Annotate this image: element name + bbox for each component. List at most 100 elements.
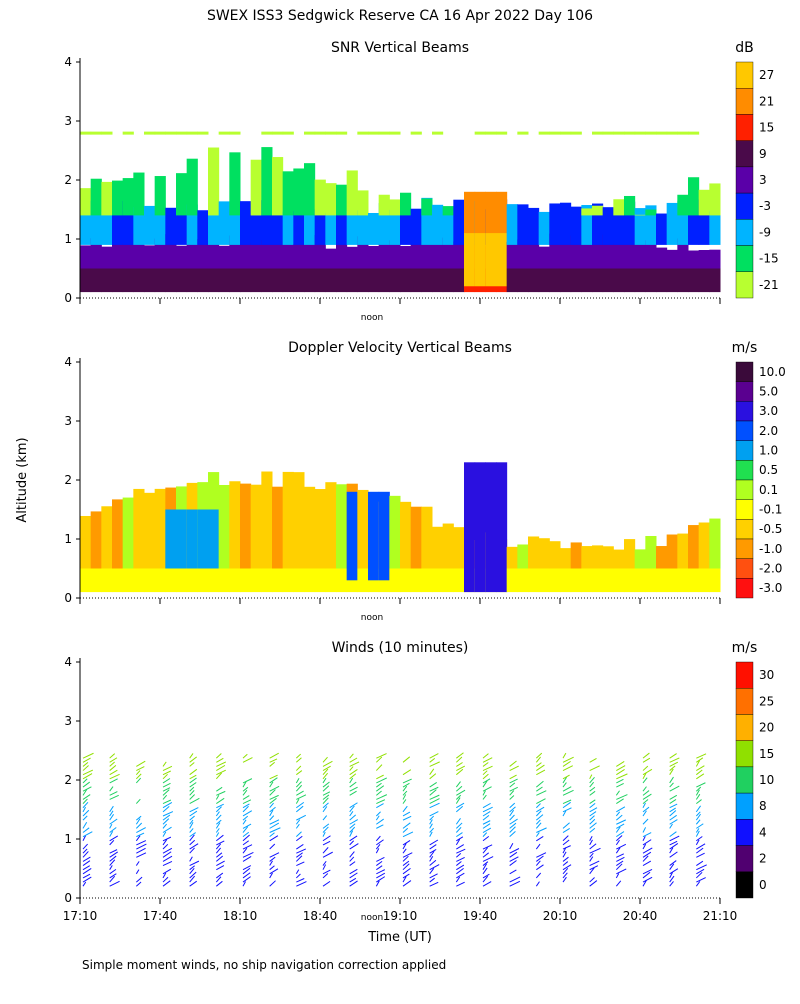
- wind-barb: [642, 843, 647, 850]
- wind-barb: [642, 799, 649, 804]
- wind-barb: [509, 822, 517, 829]
- wind-barb: [215, 811, 220, 817]
- wind-barb: [189, 807, 199, 813]
- wind-barb: [695, 760, 701, 767]
- wind-barb: [349, 811, 354, 817]
- colorbar-swatch: [735, 88, 754, 115]
- wind-barb: [695, 839, 700, 846]
- doppler-cell: [613, 568, 625, 593]
- wind-barb: [429, 867, 435, 875]
- y-tick-label: 4: [64, 355, 72, 369]
- doppler-cell: [624, 568, 636, 593]
- doppler-cell: [656, 568, 668, 593]
- wind-barb: [696, 868, 705, 875]
- wind-barb: [562, 774, 570, 780]
- wind-barb: [376, 860, 383, 866]
- wind-barb: [82, 801, 89, 809]
- snr-cell: [336, 199, 348, 245]
- wind-barb: [162, 770, 171, 776]
- colorbar-swatch: [735, 845, 754, 872]
- snr-cell: [389, 209, 401, 245]
- wind-barb: [375, 880, 380, 887]
- doppler-cell: [624, 539, 636, 569]
- snr-cell: [698, 250, 710, 269]
- snr-upper-layer: [474, 131, 486, 135]
- snr-upper-layer: [624, 131, 636, 135]
- colorbar-swatch: [735, 661, 754, 689]
- snr-cell: [208, 147, 220, 216]
- wind-barb: [482, 835, 490, 842]
- wind-barb: [509, 765, 519, 772]
- wind-barb: [642, 832, 652, 838]
- wind-barb: [695, 828, 700, 833]
- wind-barb: [296, 848, 307, 854]
- wind-barb: [535, 752, 543, 759]
- wind-barb: [322, 869, 331, 875]
- wind-barb: [349, 840, 355, 846]
- wind-barb: [429, 864, 440, 871]
- wind-barb: [589, 799, 596, 805]
- snr-cell: [453, 241, 465, 269]
- wind-barb: [562, 786, 572, 792]
- wind-barb: [429, 819, 433, 825]
- colorbar-swatch: [735, 192, 754, 220]
- colorbar-label: 30: [759, 668, 774, 682]
- wind-barb: [429, 881, 439, 887]
- doppler-updraft: [474, 462, 486, 593]
- snr-cell: [432, 204, 444, 245]
- wind-barb: [482, 867, 488, 875]
- footnote: Simple moment winds, no ship navigation …: [82, 958, 447, 972]
- doppler-cell: [613, 549, 625, 569]
- snr-upper-layer: [186, 131, 198, 135]
- wind-barb: [696, 799, 702, 804]
- doppler-cell: [602, 568, 614, 593]
- wind-barb: [82, 865, 91, 871]
- snr-cell: [282, 268, 294, 293]
- doppler-cell: [453, 527, 465, 569]
- snr-cell: [602, 207, 614, 245]
- wind-barb: [135, 881, 142, 887]
- wind-barb: [242, 865, 252, 871]
- snr-cell: [400, 214, 412, 245]
- snr-cell: [250, 215, 262, 245]
- wind-barb: [295, 823, 300, 829]
- wind-barb: [536, 764, 545, 771]
- wind-barb: [109, 873, 117, 879]
- wind-barb: [162, 782, 171, 788]
- wind-barb: [82, 786, 92, 792]
- snr-cell: [677, 200, 689, 245]
- snr-upper-layer: [80, 131, 92, 135]
- wind-barb: [109, 831, 114, 837]
- snr-cell: [197, 239, 209, 269]
- wind-barb: [376, 856, 385, 862]
- wind-barb: [295, 831, 302, 838]
- snr-cell: [624, 201, 636, 245]
- snr-cell: [282, 240, 294, 269]
- snr-cell: [304, 200, 316, 245]
- wind-barb: [322, 826, 329, 833]
- snr-cell: [378, 194, 390, 216]
- wind-barb: [509, 830, 516, 838]
- x-tick-label: 19:10: [383, 909, 418, 923]
- wind-barb: [589, 843, 597, 850]
- wind-barb: [269, 822, 280, 829]
- wind-barb: [349, 786, 358, 792]
- snr-cell: [293, 244, 305, 269]
- wind-barb: [562, 752, 567, 759]
- wind-barb: [669, 803, 678, 809]
- wind-barb: [109, 753, 116, 759]
- wind-barb: [375, 844, 381, 850]
- snr-cell: [197, 210, 209, 245]
- colorbar-label: 9: [759, 147, 767, 161]
- wind-barb: [402, 843, 407, 850]
- wind-barb: [695, 819, 701, 825]
- wind-barb: [269, 843, 276, 850]
- snr-cell: [346, 170, 358, 216]
- wind-barb: [482, 863, 488, 870]
- wind-barb: [162, 847, 173, 854]
- wind-barb: [82, 789, 88, 796]
- doppler-updraft: [496, 462, 508, 593]
- wind-barb: [109, 773, 120, 780]
- wind-barb: [696, 757, 704, 763]
